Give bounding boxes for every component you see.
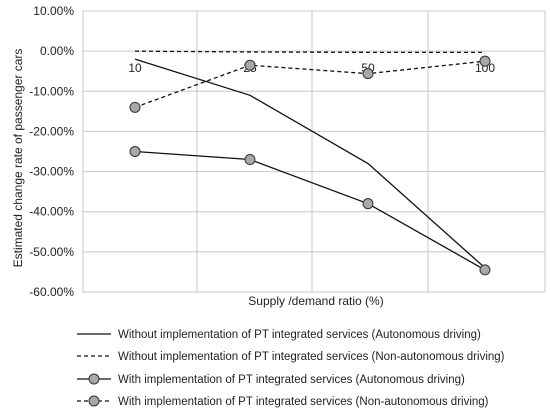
data-point bbox=[129, 146, 141, 157]
y-tick-label: -40.00% bbox=[29, 205, 74, 219]
x-axis-label: Supply /demand ratio (%) bbox=[248, 294, 383, 308]
series-line-1 bbox=[134, 58, 486, 269]
grid bbox=[82, 10, 546, 293]
legend: Without implementation of PT integrated … bbox=[77, 329, 505, 408]
data-point bbox=[362, 68, 374, 80]
legend-label: With implementation of PT integrated ser… bbox=[118, 374, 465, 386]
y-tick-label: -30.00% bbox=[29, 165, 74, 179]
legend-marker bbox=[88, 373, 100, 385]
y-axis-ticks: 10.00% 0.00% -10.00% -20.00% -30.00% -40.00% -… bbox=[29, 4, 74, 299]
x-tick-label: 10 bbox=[128, 61, 142, 75]
data-point bbox=[479, 55, 491, 67]
data-point bbox=[129, 101, 141, 113]
series-line-2 bbox=[134, 50, 485, 53]
data-point bbox=[362, 198, 374, 210]
legend-label: Without implementation of PT integrated … bbox=[118, 329, 481, 341]
y-tick-label: -60.00% bbox=[29, 285, 74, 299]
y-tick-label: 10.00% bbox=[33, 4, 74, 18]
y-tick-label: 0.00% bbox=[40, 44, 74, 58]
y-tick-label: -20.00% bbox=[29, 124, 74, 138]
legend-label: With implementation of PT integrated ser… bbox=[118, 396, 489, 408]
y-tick-label: -10.00% bbox=[29, 84, 74, 98]
data-point bbox=[244, 59, 256, 71]
legend-marker bbox=[88, 395, 100, 407]
data-point bbox=[479, 264, 491, 276]
series-lines bbox=[129, 50, 491, 276]
x-tick-label: 100 bbox=[475, 61, 495, 75]
y-tick-label: -50.00% bbox=[29, 245, 74, 259]
series-line-3 bbox=[134, 150, 486, 271]
data-point bbox=[244, 154, 256, 166]
legend-label: Without implementation of PT integrated … bbox=[118, 351, 505, 363]
y-axis-label: Estimated change rate of passenger cars bbox=[11, 49, 25, 268]
series-line-4 bbox=[134, 60, 486, 108]
